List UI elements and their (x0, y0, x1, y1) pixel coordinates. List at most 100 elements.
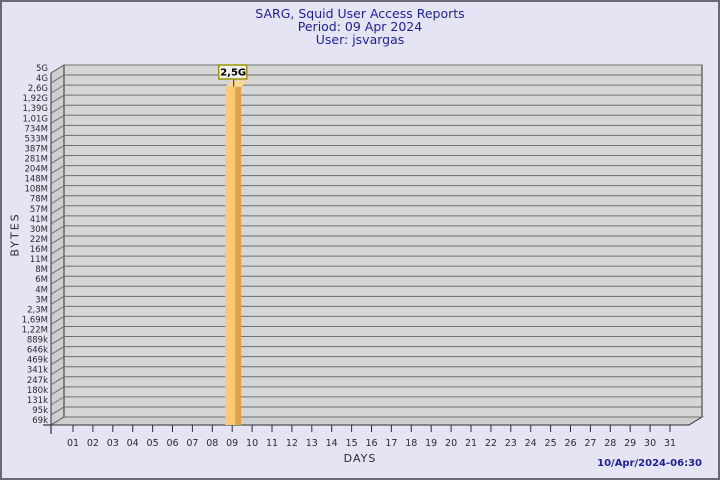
y-axis-tick-label: 1,01G (22, 114, 48, 124)
x-axis-tick-label: 21 (465, 438, 477, 449)
y-axis-tick-label: 148M (24, 175, 48, 185)
x-axis-tick-label: 04 (127, 438, 139, 449)
x-axis-tick-label: 03 (107, 438, 119, 449)
gridline-depth-segment (50, 175, 65, 185)
y-axis-tick-label: 204M (24, 165, 48, 175)
chart-user: User: jsvargas (315, 32, 405, 47)
gridline-depth-segment (50, 305, 65, 315)
y-axis-tick-label: 22M (30, 235, 48, 245)
x-axis-tick-label: 06 (166, 438, 178, 449)
gridline-depth-segment (50, 225, 65, 235)
y-axis-tick-label: 108M (24, 185, 48, 195)
y-axis-tick-label: 95k (32, 406, 48, 416)
chart-header: SARG, Squid User Access Reports Period: … (2, 7, 718, 46)
x-axis-tick-label: 19 (425, 438, 437, 449)
gridline-depth-segment (50, 205, 65, 215)
y-axis-tick-label: 387M (24, 144, 48, 154)
x-axis-title: DAYS (343, 452, 377, 465)
y-axis-tick-label: 247k (27, 376, 48, 386)
x-axis-tick-label: 17 (385, 438, 397, 449)
y-axis-tick-label: 533M (24, 134, 48, 144)
gridline-depth-segment (50, 255, 65, 265)
x-axis-tick-label: 30 (644, 438, 656, 449)
gridline-depth-segment (50, 155, 65, 164)
gridline-depth-segment (50, 245, 65, 255)
gridline-depth-segment (50, 295, 65, 305)
chart-title: SARG, Squid User Access Reports (255, 6, 465, 21)
gridline-depth-segment (50, 145, 65, 154)
y-axis-tick-label: 11M (30, 255, 48, 265)
x-axis-tick-label: 23 (505, 438, 517, 449)
gridline-depth-segment (50, 346, 65, 356)
y-axis-tick-label: 41M (30, 215, 48, 225)
y-axis-tick-label: 4M (35, 285, 48, 295)
y-axis-tick-label: 1,39G (22, 104, 48, 114)
gridline-depth-segment (50, 215, 65, 225)
x-axis-tick-label: 16 (365, 438, 377, 449)
gridline-depth-segment (50, 104, 65, 114)
x-axis-tick-label: 05 (147, 438, 159, 449)
gridline-depth-segment (50, 275, 65, 285)
plot-floor (49, 416, 704, 426)
y-axis-tick-label: 131k (27, 396, 48, 406)
y-axis-tick-label: 69k (32, 416, 48, 426)
x-axis-tick-label: 26 (564, 438, 576, 449)
gridline-depth-segment (50, 94, 65, 104)
gridline-depth-segment (50, 195, 65, 205)
x-axis-tick-label: 28 (604, 438, 616, 449)
gridline-depth-segment (50, 356, 65, 366)
chart-period: Period: 09 Apr 2024 (297, 19, 423, 34)
y-axis-tick-label: 889k (27, 336, 48, 346)
gridline-depth-segment (50, 114, 65, 124)
bar-side-face (235, 86, 242, 425)
plot-back-wall (63, 64, 703, 418)
gridline-depth-segment (50, 366, 65, 376)
gridline-depth-segment (50, 74, 65, 84)
y-axis-tick-label: 2,6G (28, 84, 48, 94)
x-axis-tick-label: 12 (286, 438, 298, 449)
x-axis-tick-label: 14 (326, 438, 338, 449)
gridline-depth-segment (50, 416, 65, 426)
y-axis-tick-label: 6M (35, 275, 48, 285)
y-axis-tick-label: 341k (27, 366, 48, 376)
x-axis-tick-label: 25 (545, 438, 557, 449)
gridline-depth-segment (50, 235, 65, 245)
x-axis-tick-label: 02 (87, 438, 99, 449)
x-axis-tick-label: 29 (624, 438, 636, 449)
y-axis-tick-label: 8M (35, 265, 48, 275)
x-axis-tick-label: 15 (346, 438, 358, 449)
bar-value-annotation-box (217, 64, 248, 80)
x-axis-tick-label: 07 (186, 438, 198, 449)
x-axis-tick-label: 09 (226, 438, 238, 449)
gridline-depth-segment (50, 336, 65, 345)
bar-value-annotation-label: 2,5G (220, 68, 246, 79)
y-axis-tick-label: 1,92G (22, 94, 48, 104)
y-axis-tick-label: 734M (24, 124, 48, 134)
x-axis-tick-label: 20 (445, 438, 457, 449)
x-axis-tick-label: 22 (485, 438, 497, 449)
x-axis-tick-label: 24 (525, 438, 537, 449)
gridline-depth-segment (50, 265, 65, 275)
y-axis-tick-label: 30M (30, 225, 48, 235)
gridline-depth-segment (50, 185, 65, 195)
gridline-depth-segment (50, 386, 65, 396)
y-axis-tick-label: 180k (27, 386, 48, 396)
y-axis-tick-label: 57M (30, 205, 48, 215)
gridline-depth-segment (50, 165, 65, 174)
x-axis-tick-label: 01 (67, 438, 79, 449)
gridline-depth-segment (50, 396, 65, 406)
gridline-depth-segment (50, 406, 65, 416)
y-axis-tick-label: 3M (35, 295, 48, 305)
gridline-depth-segment (50, 64, 65, 74)
y-axis-tick-label: 281M (24, 155, 48, 165)
y-axis-title: BYTES (8, 212, 22, 257)
x-axis-tick-label: 18 (405, 438, 417, 449)
gridline-depth-segment (50, 326, 65, 335)
y-axis-tick-label: 646k (27, 346, 48, 356)
gridline-depth-segment (50, 84, 65, 94)
y-axis-tick-label: 469k (27, 356, 48, 366)
gridline-depth-segment (50, 285, 65, 295)
y-axis-tick-label: 1,69M (22, 315, 48, 325)
